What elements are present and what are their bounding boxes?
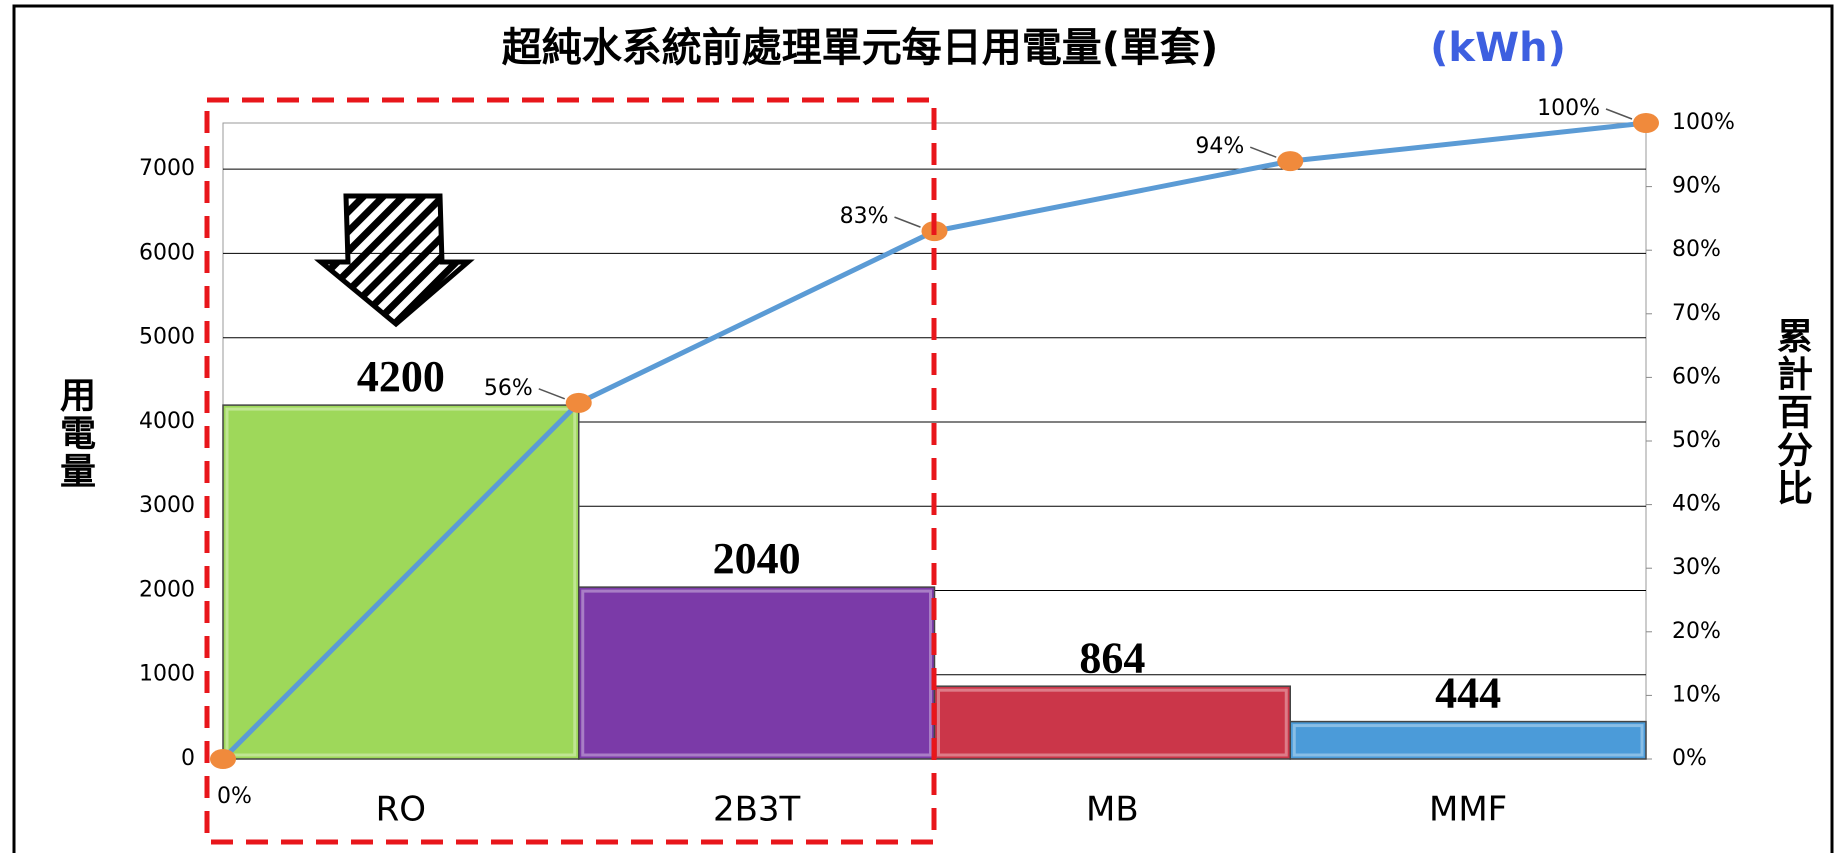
y2-axis-label: 累計百分比 [1771,317,1813,507]
y-axis-label: 用電量 [54,376,96,490]
x-tick-label: 2B3T [713,790,801,830]
point-label: 56% [484,376,533,401]
bar [933,685,1291,760]
y-tick-label: 5000 [139,325,195,350]
y-tick-label: 1000 [139,662,195,687]
y2-tick-label: 100% [1672,110,1735,135]
bar [1289,720,1647,760]
y2-tick-label: 50% [1672,428,1721,453]
bar-value-label: 864 [1079,633,1145,682]
highlight-box [204,97,937,845]
y2-tick-label: 20% [1672,619,1721,644]
point-label: 100% [1537,96,1600,121]
y2-tick-label: 0% [1672,746,1707,771]
bar-bevel [225,407,577,757]
arrow-icon [314,193,475,328]
y-tick-label: 3000 [139,493,195,518]
bar-bevel [581,589,932,757]
point-label: 0% [217,784,252,809]
y-tick-label: 4000 [139,409,195,434]
label-leader [1249,146,1277,158]
point-label: 83% [840,204,889,229]
label-leader [894,216,921,228]
frame [12,4,1834,853]
y-tick-label: 0 [181,746,195,771]
y-tick-label: 7000 [139,156,195,181]
unit-label: (kWh) [1430,25,1566,71]
bar-bevel [1292,724,1644,757]
point-label: 94% [1195,134,1244,159]
cumulative-marker [565,392,592,413]
plot: 0 1000 2000 3000 4000 5000 6000 7000 0% 10% 20% 30%… [139,96,1735,830]
label-leader [1605,108,1633,120]
y2-tick-label: 10% [1672,682,1721,707]
bar-value-label: 2040 [713,534,801,583]
bar-value-label: 444 [1435,669,1501,718]
bar [578,586,936,760]
bar-bevel [937,688,1288,757]
bar-value-label: 4200 [357,352,445,401]
y-tick-label: 2000 [139,577,195,602]
y-tick-label: 6000 [139,240,195,265]
y2-tick-label: 80% [1672,237,1721,262]
cumulative-marker [210,749,236,769]
chart-title: 超純水系統前處理單元每日用電量(單套) [502,25,1219,71]
x-tick-label: MB [1086,790,1139,830]
y2-tick-label: 60% [1672,364,1721,389]
cumulative-marker [1277,151,1304,172]
cumulative-marker [1633,113,1659,133]
y2-tick-label: 90% [1672,174,1721,199]
x-tick-label: MMF [1429,790,1507,830]
y2-tick-label: 30% [1672,555,1721,580]
y2-tick-label: 70% [1672,301,1721,326]
x-tick-label: RO [376,790,426,830]
label-leader [538,388,566,400]
y2-tick-label: 40% [1672,492,1721,517]
